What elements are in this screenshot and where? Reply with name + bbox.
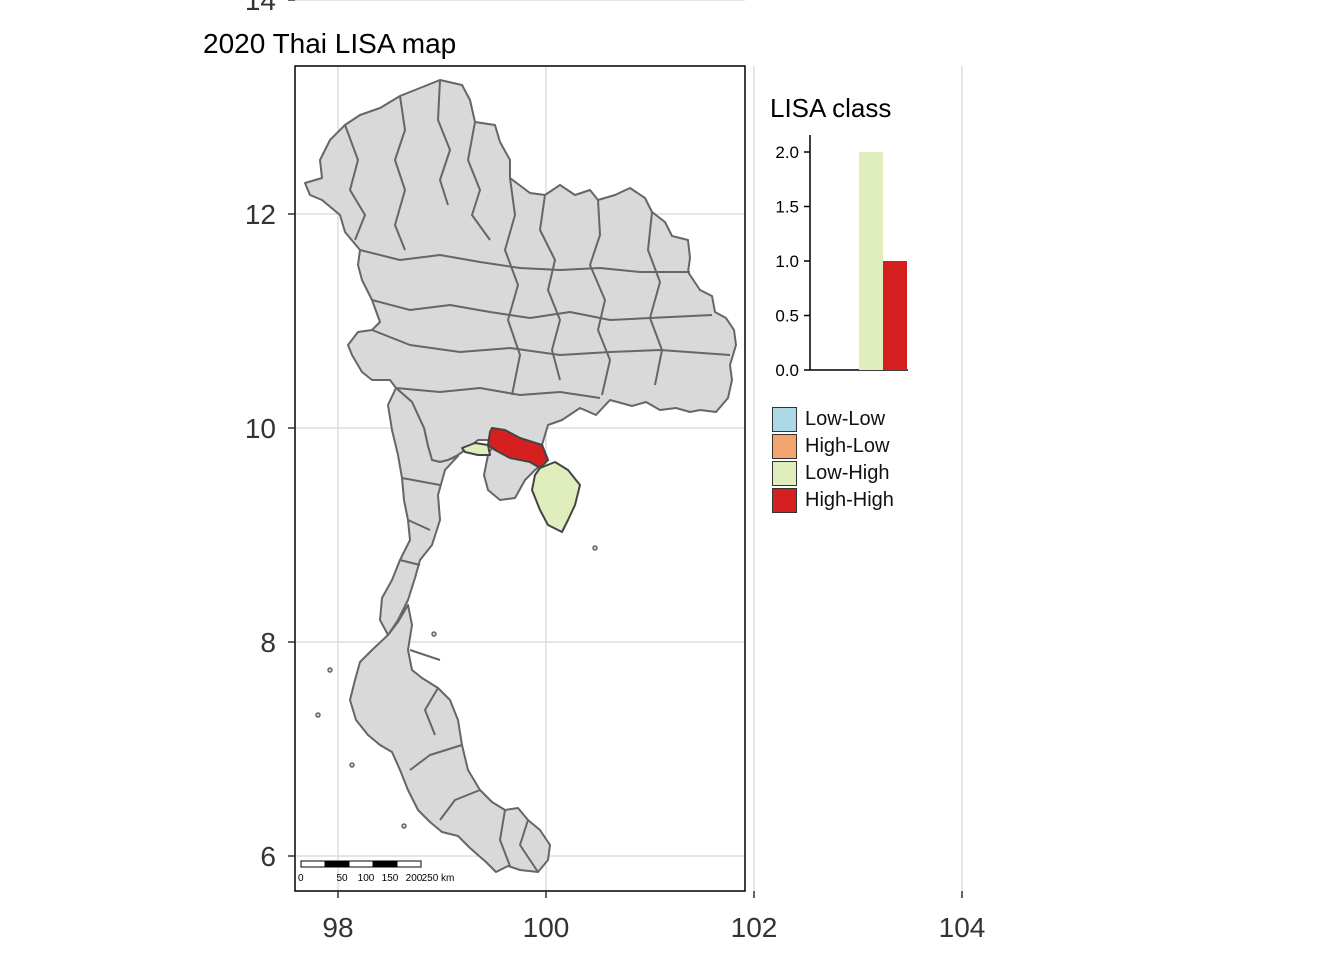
map-title: 2020 Thai LISA map [203, 28, 457, 59]
province-borders [344, 79, 731, 873]
hist-y-tick-label: 2.0 [775, 143, 799, 162]
legend-swatch [772, 488, 797, 513]
scale-bar-label: 100 [358, 873, 375, 884]
province-low-high-west [461, 442, 491, 456]
legend-swatch [772, 407, 797, 432]
y-tick-label: 12 [245, 199, 276, 230]
scale-bar-label: 250 km [422, 873, 455, 884]
map-panel-border [294, 65, 746, 892]
scale-bar-label: 50 [336, 873, 348, 884]
legend-title: LISA class [770, 93, 892, 123]
x-tick-label: 98 [322, 912, 353, 943]
hist-y-tick-label: 0.0 [775, 361, 799, 380]
legend-label: Low-Low [805, 408, 886, 430]
province-low-high-east [531, 461, 581, 533]
legend-item: High-Low [772, 433, 889, 460]
province-peninsula [349, 604, 551, 873]
thailand-provinces [304, 79, 737, 873]
y-tick-label: 8 [260, 627, 276, 658]
legend-item: High-High [772, 487, 894, 514]
x-tick-label: 104 [939, 912, 986, 943]
x-tick-label: 102 [731, 912, 778, 943]
scale-bar: 0 50 100 150 200 250 km [298, 860, 455, 884]
x-tick-label: 100 [523, 912, 570, 943]
hist-bar [859, 152, 883, 370]
legend-histogram: 0.0 0.5 1.0 1.5 2.0 [775, 135, 908, 380]
scale-bar-label: 0 [298, 873, 304, 884]
y-tick-label: 14 [245, 0, 276, 16]
legend-item: Low-High [772, 460, 889, 487]
hist-y-tick-label: 1.5 [775, 198, 799, 217]
legend-label: High-High [805, 489, 894, 511]
legend-item: Low-Low [772, 406, 885, 433]
x-axis: 98 100 102 104 [322, 891, 985, 943]
province-mainland [304, 79, 737, 463]
y-axis: 68101214161820 [245, 0, 295, 872]
y-tick-label: 10 [245, 413, 276, 444]
islands [315, 545, 598, 829]
scale-bar-label: 150 [382, 873, 399, 884]
legend-label: Low-High [805, 462, 890, 484]
scale-bar-label: 200 [406, 873, 423, 884]
legend-swatch [772, 434, 797, 459]
hist-bar [883, 261, 907, 370]
y-tick-label: 6 [260, 841, 276, 872]
legend-swatch [772, 461, 797, 486]
legend-label: High-Low [805, 435, 890, 457]
hist-y-tick-label: 1.0 [775, 252, 799, 271]
hist-y-tick-label: 0.5 [775, 307, 799, 326]
province-western-strip [379, 387, 459, 636]
province-high-high [487, 427, 549, 469]
